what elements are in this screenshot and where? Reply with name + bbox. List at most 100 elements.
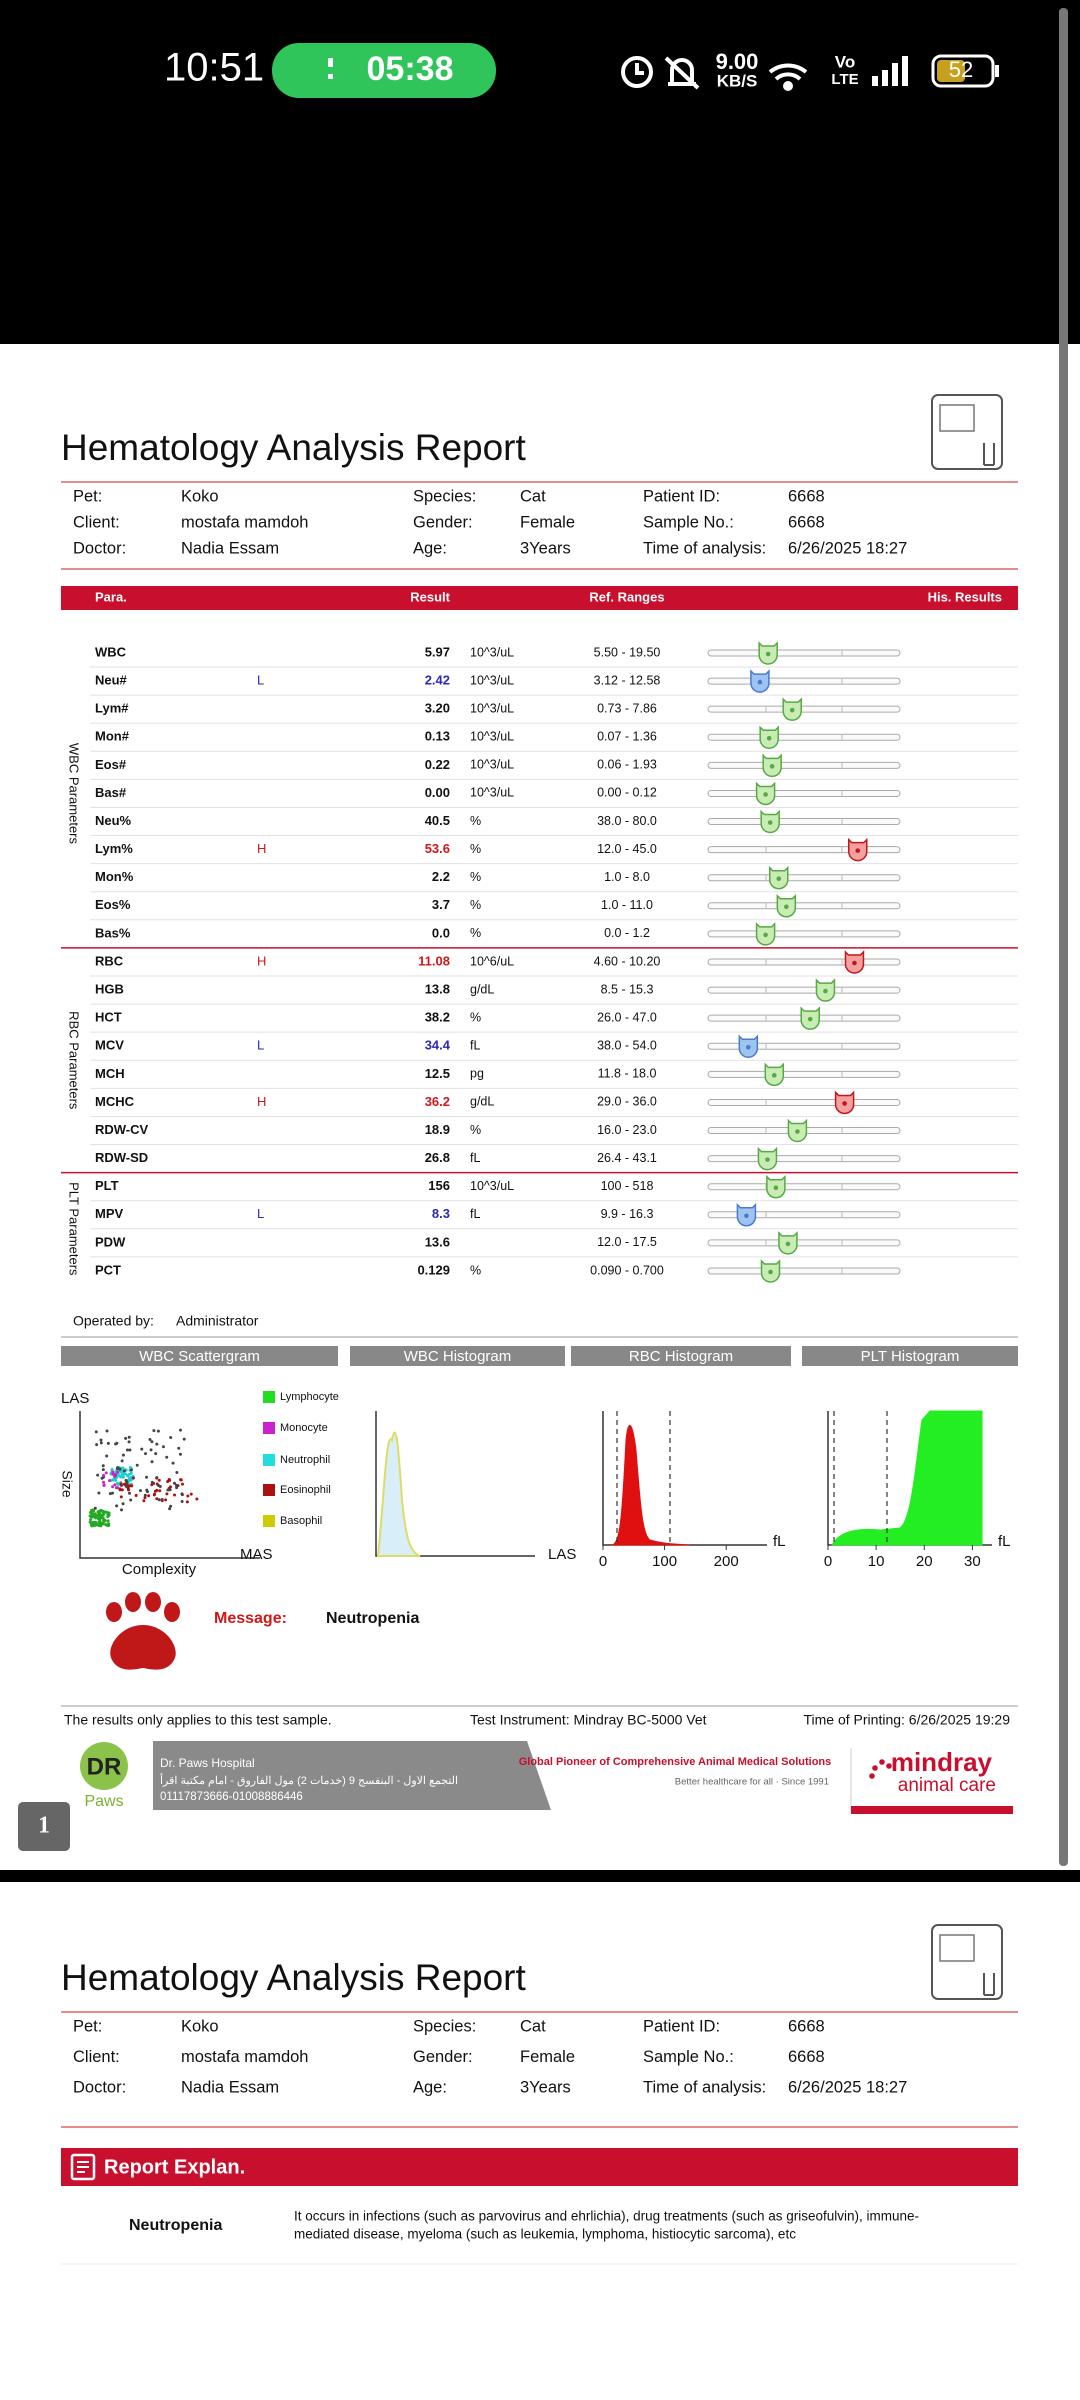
param-result: 0.0 <box>432 925 450 940</box>
range-marker-dot <box>852 960 857 966</box>
patient-label: Pet: <box>73 487 102 505</box>
range-track <box>707 761 901 769</box>
legend-swatch <box>263 1391 275 1403</box>
scatter-dot <box>155 1442 159 1446</box>
scatter-dot <box>128 1491 132 1495</box>
x-tick-label: 20 <box>916 1553 933 1570</box>
scatter-dot <box>102 1483 106 1487</box>
report-title: Hematology Analysis Report <box>61 1957 526 1998</box>
scatter-dot <box>165 1455 169 1459</box>
scatter-dot <box>125 1448 129 1452</box>
legend-label: Monocyte <box>280 1422 328 1434</box>
range-track <box>707 818 901 826</box>
param-flag: H <box>257 953 266 968</box>
param-range: 100 - 518 <box>601 1179 654 1193</box>
scatter-dot <box>113 1483 117 1487</box>
range-marker-dot <box>785 1241 791 1247</box>
scatter-dot <box>195 1497 199 1501</box>
scatter-dot <box>175 1483 179 1487</box>
scatter-dot <box>101 1521 105 1525</box>
param-name: MCHC <box>95 1094 135 1109</box>
param-range: 11.8 - 18.0 <box>598 1067 657 1081</box>
param-unit: % <box>470 1263 481 1277</box>
range-marker-dot <box>765 1157 770 1162</box>
message-label: Message: <box>214 1610 287 1627</box>
legend-label: Neutrophil <box>280 1454 330 1466</box>
param-result: 2.42 <box>425 673 450 688</box>
patient-value: Female <box>520 2048 575 2066</box>
panel-header <box>802 1346 1018 1366</box>
analyzer-screen <box>939 1934 975 1962</box>
scatter-dot <box>99 1515 103 1519</box>
scatter-dot <box>104 1510 108 1514</box>
axis-label: Size <box>59 1470 75 1497</box>
scatter-dot <box>98 1519 102 1523</box>
patient-value: mostafa mamdoh <box>181 513 308 531</box>
scatter-dot <box>165 1492 169 1496</box>
param-result: 8.3 <box>432 1206 450 1221</box>
param-range: 38.0 - 54.0 <box>597 1039 657 1053</box>
footer-printed: Time of Printing: 6/26/2025 19:29 <box>804 1712 1011 1728</box>
param-result: 13.6 <box>425 1234 450 1249</box>
scatter-dot <box>150 1480 154 1484</box>
scatter-dot <box>150 1440 154 1444</box>
timer-icon <box>328 74 333 79</box>
scatter-dot <box>180 1499 184 1503</box>
range-marker-dot <box>744 1213 749 1219</box>
param-unit: g/dL <box>470 1095 494 1109</box>
param-flag: H <box>257 841 266 856</box>
x-tick-label: 10 <box>868 1553 885 1570</box>
param-name: WBC <box>95 644 127 659</box>
scatter-dot <box>168 1507 172 1511</box>
patient-value: Cat <box>520 487 546 505</box>
param-unit: 10^3/uL <box>470 786 514 800</box>
scatter-dot <box>121 1453 125 1457</box>
scatter-dot <box>166 1479 170 1483</box>
group-label: PLT Parameters <box>67 1182 82 1276</box>
scatter-dot <box>123 1482 127 1486</box>
scatter-dot <box>155 1476 159 1480</box>
axis-label: Complexity <box>122 1561 197 1578</box>
scatter-dot <box>115 1467 119 1471</box>
scatter-dot <box>138 1489 142 1493</box>
scatter-dot <box>152 1429 156 1433</box>
brand-dot <box>886 1763 892 1769</box>
panel-header <box>61 1346 338 1366</box>
range-marker-dot <box>795 1129 800 1134</box>
param-flag: L <box>257 1206 264 1221</box>
timer-pill <box>272 43 496 98</box>
param-unit: fL <box>470 1207 480 1221</box>
logo: DR <box>87 1753 122 1780</box>
scatter-dot <box>143 1496 147 1500</box>
scatter-dot <box>100 1509 104 1513</box>
scatter-dot <box>131 1476 135 1480</box>
param-name: Bas# <box>95 785 127 800</box>
scatter-dot <box>107 1522 111 1526</box>
param-unit: 10^3/uL <box>470 701 514 715</box>
scatter-dot <box>178 1452 182 1456</box>
scatter-dot <box>120 1508 124 1512</box>
patient-label: Time of analysis: <box>643 539 766 557</box>
explain-icon <box>70 2153 96 2181</box>
scatter-dot <box>116 1470 120 1474</box>
axis-unit: fL <box>773 1533 786 1550</box>
patient-label: Client: <box>73 513 120 531</box>
signal <box>872 56 908 86</box>
range-marker-dot <box>769 764 775 769</box>
patient-value: 6668 <box>788 487 825 505</box>
scatter-dot <box>119 1482 123 1486</box>
paw-toe <box>145 1592 161 1612</box>
param-name: HCT <box>95 1010 122 1025</box>
scatter-dot <box>145 1475 149 1479</box>
net-speed: 9.00 <box>716 49 759 74</box>
scatter-dot <box>115 1504 119 1508</box>
scatter-dot <box>121 1502 125 1506</box>
param-name: Mon% <box>95 869 134 884</box>
scatter-dot <box>161 1445 165 1449</box>
param-result: 13.8 <box>425 982 450 997</box>
scatter-dot <box>96 1473 100 1477</box>
scatter-dot <box>147 1494 151 1498</box>
paw-toe <box>106 1602 122 1622</box>
scatter-dot <box>104 1471 108 1475</box>
paw-toe <box>125 1592 141 1612</box>
